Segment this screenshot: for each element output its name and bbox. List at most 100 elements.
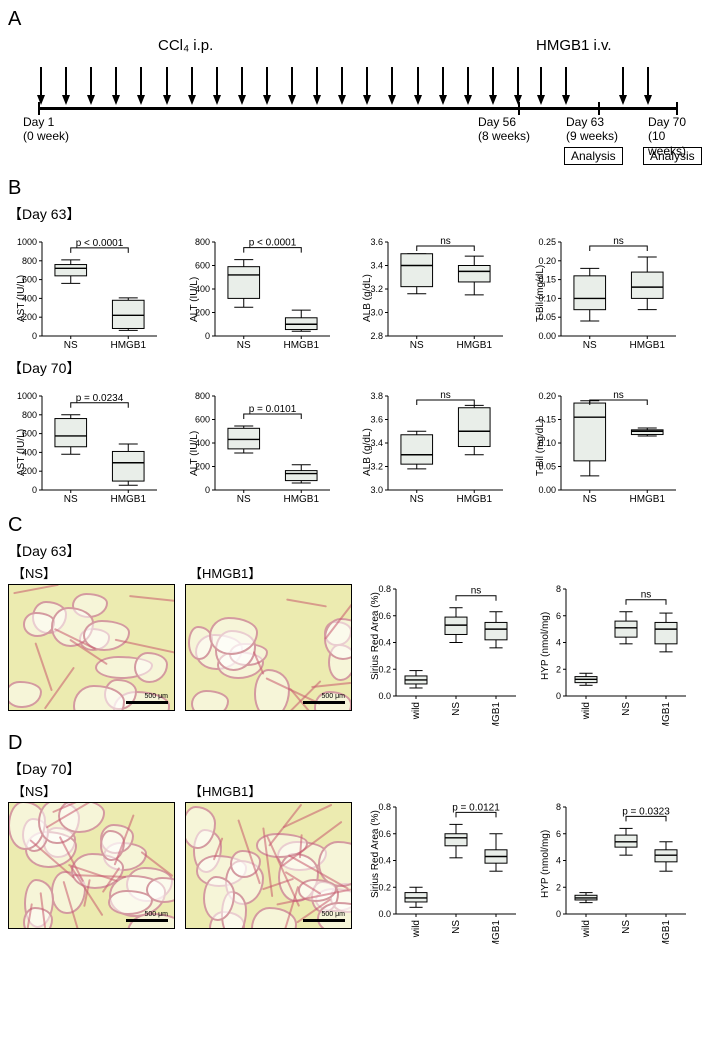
scale-text: 500 μm xyxy=(145,693,169,700)
analysis-box-1: Analysis xyxy=(564,147,623,165)
scale-bar xyxy=(126,701,168,704)
ccl4-arrow xyxy=(163,95,171,105)
chart-ylabel: HYP (nmol/mg) xyxy=(540,830,551,898)
svg-text:HMGB1: HMGB1 xyxy=(661,920,672,944)
svg-text:wild: wild xyxy=(411,920,422,938)
svg-text:0.0: 0.0 xyxy=(378,691,391,701)
svg-text:0: 0 xyxy=(32,331,37,341)
svg-text:p < 0.0001: p < 0.0001 xyxy=(76,238,124,249)
svg-text:8: 8 xyxy=(556,802,561,812)
day1-label: Day 1(0 week) xyxy=(23,115,69,144)
ccl4-arrow xyxy=(288,95,296,105)
panel-b-row-tag: 【Day 63】 xyxy=(8,204,701,224)
panel-d-tag: 【Day 70】 xyxy=(8,759,701,779)
svg-text:HMGB1: HMGB1 xyxy=(110,494,146,505)
svg-text:HMGB1: HMGB1 xyxy=(661,702,672,726)
boxplot-chart: 02004006008001000NSHMGB1p < 0.0001AST (I… xyxy=(8,224,163,354)
ccl4-arrow xyxy=(112,95,120,105)
svg-text:0: 0 xyxy=(205,331,210,341)
svg-text:wild: wild xyxy=(581,702,592,720)
boxplot-chart: 02468wildNSHMGB1p = 0.0323HYP (nmol/mg) xyxy=(532,789,692,944)
svg-text:0: 0 xyxy=(556,691,561,701)
svg-text:HMGB1: HMGB1 xyxy=(456,494,492,505)
micrograph-label: 【HMGB1】 xyxy=(189,781,352,800)
panel-a-letter: A xyxy=(8,8,21,31)
day63-label: Day 63(9 weeks) xyxy=(566,115,618,144)
ccl4-arrow xyxy=(388,95,396,105)
boxplot-chart: 0.000.050.100.150.20NSHMGB1nsT-Bil (mg/d… xyxy=(527,378,682,508)
svg-text:3.4: 3.4 xyxy=(370,261,383,271)
ccl4-arrow xyxy=(464,95,472,105)
svg-text:p = 0.0101: p = 0.0101 xyxy=(249,404,297,415)
chart-ylabel: ALT (IU/L) xyxy=(189,277,200,322)
boxplot-chart: 0200400600800NSHMGB1p = 0.0101ALT (IU/L) xyxy=(181,378,336,508)
boxplot-chart: 0.00.20.40.60.8wildNSHMGB1nsSirius Red A… xyxy=(362,571,522,726)
svg-text:3.6: 3.6 xyxy=(370,415,383,425)
svg-text:NS: NS xyxy=(451,920,462,934)
boxplot-chart: 02468wildNSHMGB1nsHYP (nmol/mg) xyxy=(532,571,692,726)
svg-text:800: 800 xyxy=(22,410,37,420)
svg-text:600: 600 xyxy=(195,261,210,271)
day56-label: Day 56(8 weeks) xyxy=(478,115,530,144)
svg-text:NS: NS xyxy=(410,340,424,351)
timeline-bar xyxy=(38,107,678,110)
svg-text:0.0: 0.0 xyxy=(378,909,391,919)
micrograph: 500 μm xyxy=(8,584,175,711)
svg-text:NS: NS xyxy=(583,340,597,351)
svg-text:NS: NS xyxy=(583,494,597,505)
micrograph-label: 【NS】 xyxy=(12,563,175,582)
svg-text:800: 800 xyxy=(195,237,210,247)
chart-ylabel: Sirius Red Area (%) xyxy=(370,810,381,898)
svg-text:2: 2 xyxy=(556,882,561,892)
ccl4-arrow xyxy=(62,95,70,105)
chart-ylabel: ALB (g/dL) xyxy=(362,274,373,322)
chart-ylabel: ALT (IU/L) xyxy=(189,431,200,476)
ccl4-arrow xyxy=(87,95,95,105)
ccl4-arrow xyxy=(238,95,246,105)
micrograph-label: 【HMGB1】 xyxy=(189,563,352,582)
chart-ylabel: HYP (nmol/mg) xyxy=(540,612,551,680)
chart-ylabel: T-Bil (mg/dL) xyxy=(535,419,546,476)
chart-ylabel: AST (IU/L) xyxy=(16,275,27,322)
boxplot-chart: 0.000.050.100.150.200.25NSHMGB1nsT-Bil (… xyxy=(527,224,682,354)
svg-text:HMGB1: HMGB1 xyxy=(491,920,502,944)
svg-text:0.25: 0.25 xyxy=(538,237,556,247)
ccl4-arrow xyxy=(137,95,145,105)
panel-b-letter: B xyxy=(8,177,21,199)
svg-text:3.0: 3.0 xyxy=(370,485,383,495)
svg-text:2: 2 xyxy=(556,664,561,674)
svg-text:NS: NS xyxy=(237,494,251,505)
svg-text:NS: NS xyxy=(64,494,78,505)
hmgb1-arrow xyxy=(537,95,545,105)
svg-text:NS: NS xyxy=(621,702,632,716)
svg-text:HMGB1: HMGB1 xyxy=(110,340,146,351)
boxplot-chart: 02004006008001000NSHMGB1p = 0.0234AST (I… xyxy=(8,378,163,508)
ccl4-arrow xyxy=(439,95,447,105)
panel-a-timeline: CCl₄ i.p. HMGB1 i.v. Day 1(0 week) Day 5… xyxy=(8,37,701,167)
micrograph: 500 μm xyxy=(8,802,175,929)
svg-text:600: 600 xyxy=(195,415,210,425)
svg-text:NS: NS xyxy=(451,702,462,716)
svg-text:1000: 1000 xyxy=(17,237,37,247)
chart-ylabel: Sirius Red Area (%) xyxy=(370,592,381,680)
svg-text:HMGB1: HMGB1 xyxy=(629,340,665,351)
svg-text:1000: 1000 xyxy=(17,391,37,401)
svg-text:0.00: 0.00 xyxy=(538,331,556,341)
ccl4-arrow xyxy=(263,95,271,105)
boxplot-chart: 0.00.20.40.60.8wildNSHMGB1p = 0.0121Siri… xyxy=(362,789,522,944)
svg-text:wild: wild xyxy=(411,702,422,720)
svg-text:HMGB1: HMGB1 xyxy=(629,494,665,505)
scale-text: 500 μm xyxy=(145,911,169,918)
scale-text: 500 μm xyxy=(322,911,346,918)
svg-text:ns: ns xyxy=(440,390,451,401)
ccl4-arrow xyxy=(489,95,497,105)
micrograph-label: 【NS】 xyxy=(12,781,175,800)
boxplot-chart: 3.03.23.43.63.8NSHMGB1nsALB (g/dL) xyxy=(354,378,509,508)
chart-ylabel: ALB (g/dL) xyxy=(362,428,373,476)
svg-text:NS: NS xyxy=(410,494,424,505)
svg-text:p < 0.0001: p < 0.0001 xyxy=(249,238,297,249)
scale-bar xyxy=(303,919,345,922)
analysis-box-2: Analysis xyxy=(643,147,702,165)
svg-text:6: 6 xyxy=(556,829,561,839)
scale-bar xyxy=(303,701,345,704)
